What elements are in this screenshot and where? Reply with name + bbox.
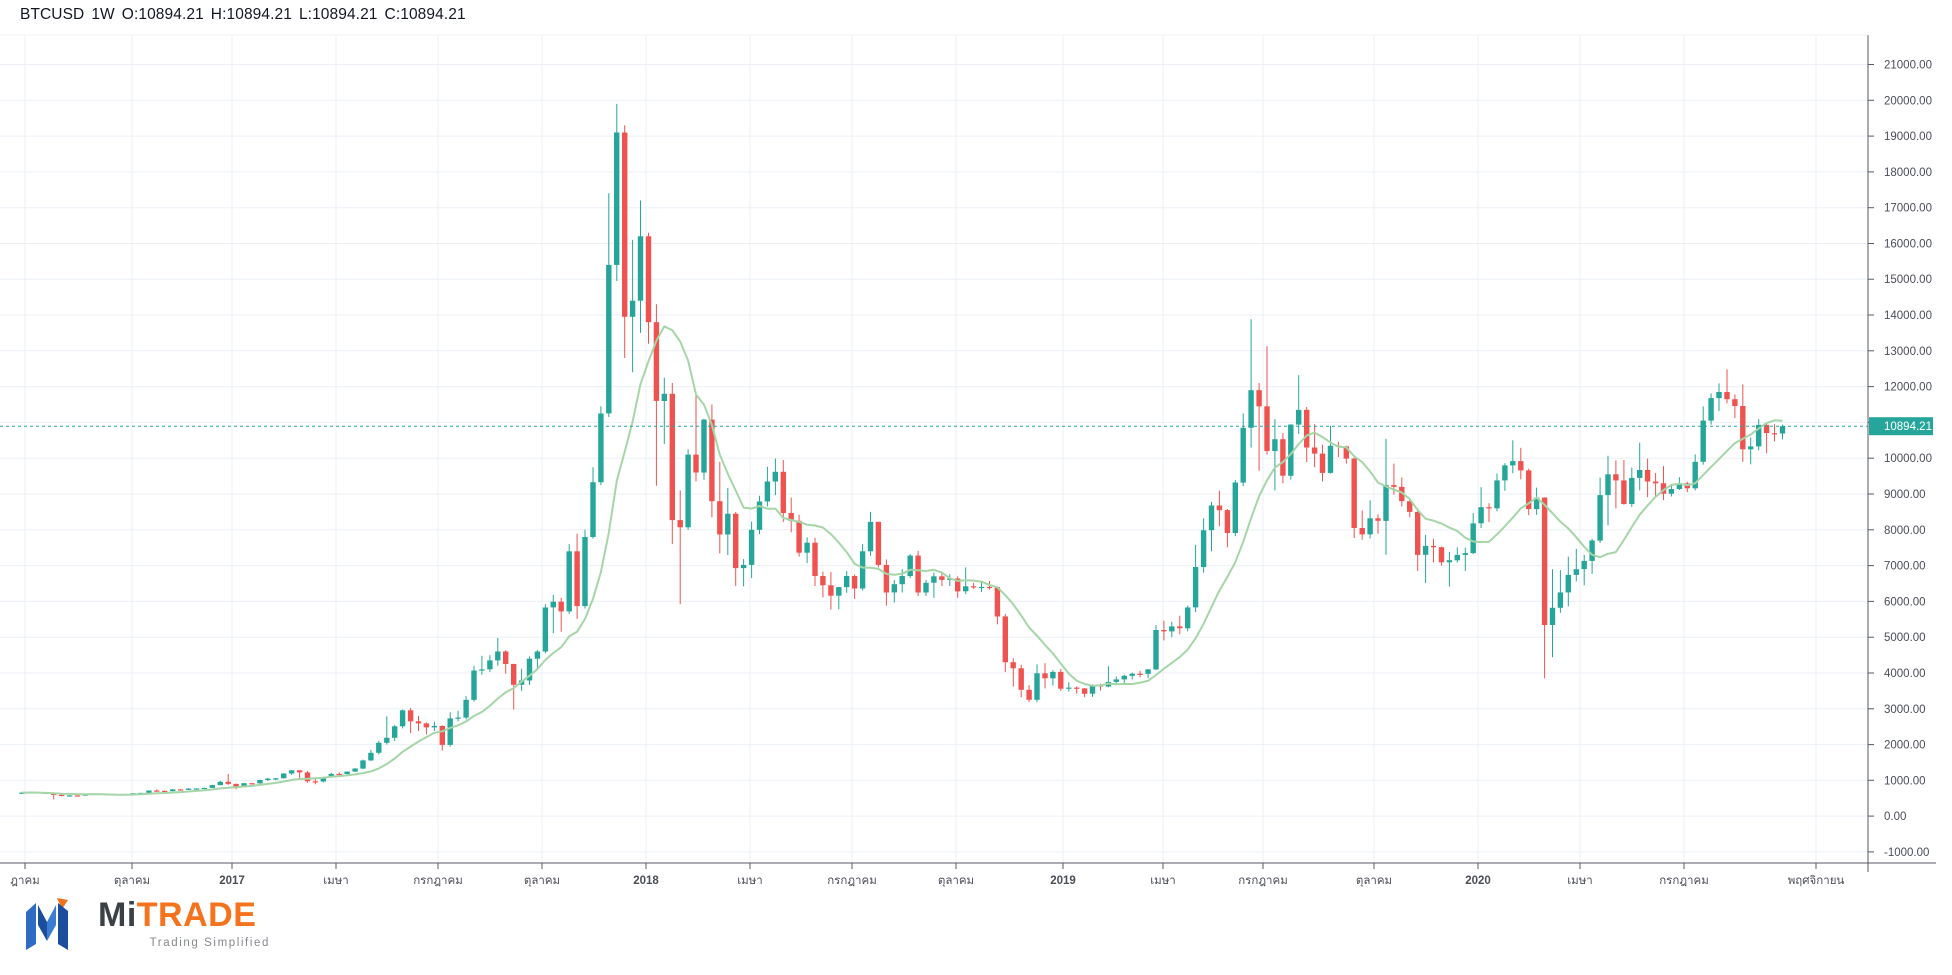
price-axis-label: 5000.00 bbox=[1884, 632, 1926, 644]
price-axis-label: 21000.00 bbox=[1884, 60, 1932, 72]
time-axis-label: เมษา bbox=[1567, 875, 1593, 887]
price-axis-label: 12000.00 bbox=[1884, 382, 1932, 394]
time-axis: ฎาคม ตุลาคม 2017 เมษา กรกฎาคม ตุลาคม 2018 เมษา ก… bbox=[10, 863, 1844, 887]
time-axis-label: เมษา bbox=[323, 875, 349, 887]
mitrade-logo-icon bbox=[26, 898, 68, 950]
time-axis-label: 2020 bbox=[1465, 875, 1491, 887]
price-axis-label: 16000.00 bbox=[1884, 239, 1932, 251]
symbol-label: BTCUSD bbox=[20, 6, 85, 23]
time-axis-label: ตุลาคม bbox=[114, 875, 150, 887]
time-axis-label: ตุลาคม bbox=[938, 875, 974, 887]
time-axis-label: เมษา bbox=[737, 875, 763, 887]
open-value: O:10894.21 bbox=[121, 6, 204, 23]
time-axis-label: ฎาคม bbox=[10, 875, 39, 887]
logo-trade: TRADE bbox=[136, 896, 257, 934]
time-axis-label: กรกฎาคม bbox=[413, 875, 463, 887]
current-price-tag: 10894.21 bbox=[1869, 417, 1933, 436]
price-axis-label: 9000.00 bbox=[1884, 489, 1926, 501]
time-axis-label: ตุลาคม bbox=[524, 875, 560, 887]
close-value: C:10894.21 bbox=[384, 6, 466, 23]
time-axis-label: กรกฎาคม bbox=[827, 875, 877, 887]
time-axis-label: ตุลาคม bbox=[1356, 875, 1392, 887]
price-axis-label: 2000.00 bbox=[1884, 740, 1926, 752]
price-axis-label: 1000.00 bbox=[1884, 775, 1926, 787]
mitrade-logo-text: MiTRADE bbox=[98, 896, 256, 934]
price-axis-label: 10000.00 bbox=[1884, 453, 1932, 465]
chart-header: BTCUSD 1W O:10894.21 H:10894.21 L:10894.21 C:… bbox=[20, 6, 473, 24]
price-axis-label: 13000.00 bbox=[1884, 346, 1932, 358]
price-axis-label: 7000.00 bbox=[1884, 561, 1926, 573]
price-axis-label: 18000.00 bbox=[1884, 167, 1932, 179]
time-axis-label: พฤศจิกายน bbox=[1788, 874, 1845, 887]
time-axis-label: 2017 bbox=[219, 875, 245, 887]
time-axis-label: 2018 bbox=[633, 875, 659, 887]
price-axis-label: 8000.00 bbox=[1884, 525, 1926, 537]
time-axis-label: เมษา bbox=[1150, 875, 1176, 887]
axes bbox=[0, 34, 1936, 872]
time-axis-label: 2019 bbox=[1050, 875, 1076, 887]
time-axis-label: กรกฎาคม bbox=[1238, 875, 1288, 887]
low-value: L:10894.21 bbox=[298, 6, 378, 23]
price-axis-label: 0.00 bbox=[1884, 811, 1906, 823]
logo-tagline: Trading Simplified bbox=[149, 937, 270, 949]
price-axis-label: -1000.00 bbox=[1884, 847, 1929, 859]
price-axis-label: 4000.00 bbox=[1884, 668, 1926, 680]
grid-lines bbox=[0, 35, 1868, 863]
current-price-tag-text: 10894.21 bbox=[1884, 421, 1932, 433]
candles-layer bbox=[19, 103, 1786, 800]
price-axis-label: 15000.00 bbox=[1884, 274, 1932, 286]
price-axis-label: 3000.00 bbox=[1884, 704, 1926, 716]
mitrade-logo: MiTRADE Trading Simplified bbox=[26, 896, 268, 966]
price-axis-label: 19000.00 bbox=[1884, 131, 1932, 143]
price-axis-label: 6000.00 bbox=[1884, 596, 1926, 608]
time-axis-label: กรกฎาคม bbox=[1659, 875, 1709, 887]
high-value: H:10894.21 bbox=[210, 6, 292, 23]
price-axis-label: 17000.00 bbox=[1884, 203, 1932, 215]
price-axis: 21000.00 20000.00 19000.00 18000.00 17000.00… bbox=[1868, 60, 1932, 859]
logo-mi: Mi bbox=[98, 896, 137, 934]
timeframe-label: 1W bbox=[91, 6, 115, 23]
price-axis-label: 20000.00 bbox=[1884, 95, 1932, 107]
price-axis-label: 14000.00 bbox=[1884, 310, 1932, 322]
moving-average-line bbox=[21, 325, 1783, 796]
